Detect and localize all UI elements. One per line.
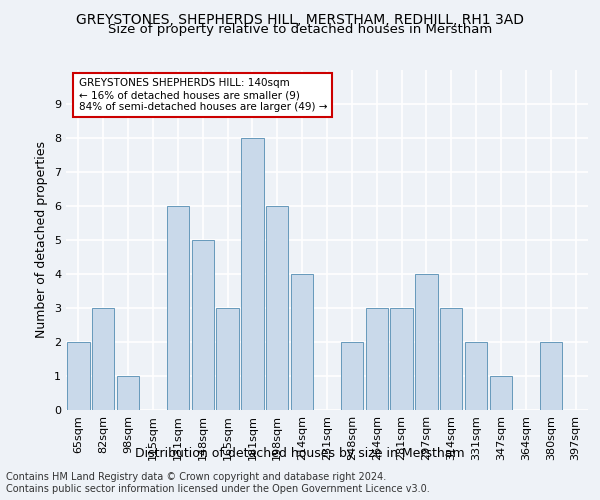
- Bar: [415, 274, 437, 410]
- Bar: [167, 206, 189, 410]
- Text: GREYSTONES, SHEPHERDS HILL, MERSTHAM, REDHILL, RH1 3AD: GREYSTONES, SHEPHERDS HILL, MERSTHAM, RE…: [76, 12, 524, 26]
- Y-axis label: Number of detached properties: Number of detached properties: [35, 142, 49, 338]
- Bar: [191, 240, 214, 410]
- Text: GREYSTONES SHEPHERDS HILL: 140sqm
← 16% of detached houses are smaller (9)
84% o: GREYSTONES SHEPHERDS HILL: 140sqm ← 16% …: [79, 78, 327, 112]
- Bar: [440, 308, 463, 410]
- Bar: [365, 308, 388, 410]
- Bar: [291, 274, 313, 410]
- Bar: [465, 342, 487, 410]
- Text: Size of property relative to detached houses in Merstham: Size of property relative to detached ho…: [108, 22, 492, 36]
- Bar: [117, 376, 139, 410]
- Bar: [341, 342, 363, 410]
- Bar: [490, 376, 512, 410]
- Bar: [539, 342, 562, 410]
- Bar: [241, 138, 263, 410]
- Bar: [67, 342, 89, 410]
- Bar: [391, 308, 413, 410]
- Text: Distribution of detached houses by size in Merstham: Distribution of detached houses by size …: [135, 448, 465, 460]
- Bar: [266, 206, 289, 410]
- Text: Contains public sector information licensed under the Open Government Licence v3: Contains public sector information licen…: [6, 484, 430, 494]
- Bar: [217, 308, 239, 410]
- Text: Contains HM Land Registry data © Crown copyright and database right 2024.: Contains HM Land Registry data © Crown c…: [6, 472, 386, 482]
- Bar: [92, 308, 115, 410]
